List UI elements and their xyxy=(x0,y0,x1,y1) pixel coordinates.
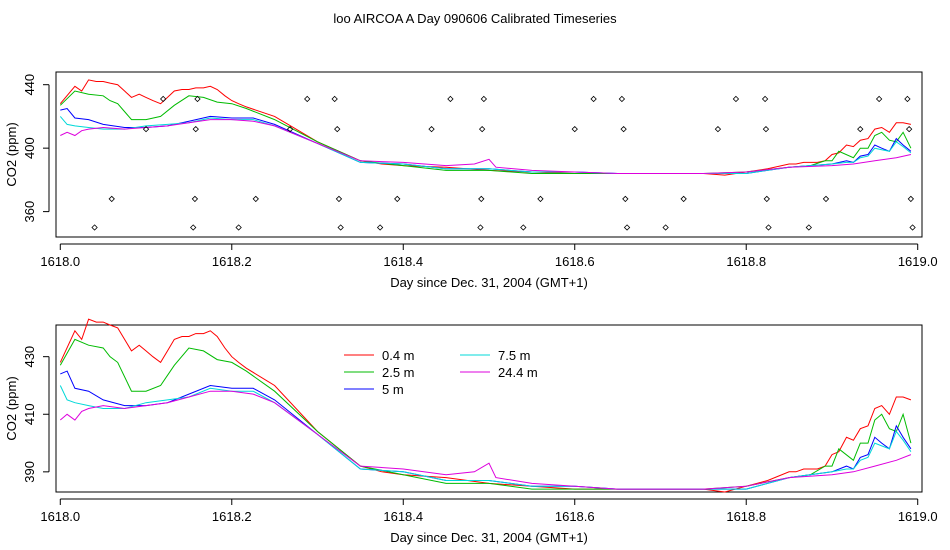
panel-1-x-tick-label: 1619.0 xyxy=(898,254,938,269)
panel-1-diamond-marker xyxy=(904,95,911,103)
panel-1-diamond-marker xyxy=(714,125,722,133)
panel-2-x-axis-title: Day since Dec. 31, 2004 (GMT+1) xyxy=(390,530,588,545)
panel-1-diamond-marker xyxy=(480,95,488,103)
panel-2-legend-label: 5 m xyxy=(382,382,404,397)
panel-1-diamond-marker xyxy=(428,125,435,133)
panel-1-diamond-marker xyxy=(478,195,485,203)
panel-1-plot-frame xyxy=(55,71,923,238)
panel-1-x-tick-label: 1618.8 xyxy=(726,254,766,269)
panel-1-diamond-marker xyxy=(761,95,769,103)
panel-1-x-tick-label: 1618.0 xyxy=(40,254,80,269)
panel-1-diamond-marker xyxy=(732,95,740,103)
panel-1-diamond-marker xyxy=(905,125,913,133)
panel-2-legend-label: 0.4 m xyxy=(382,348,415,363)
panel-2-y-axis-title: CO2 (ppm) xyxy=(4,376,19,440)
panel-2-x-tick-label: 1618.0 xyxy=(40,509,80,524)
panel-1-diamond-marker xyxy=(192,125,199,133)
panel-1-diamond-marker xyxy=(108,195,115,203)
panel-1-diamond-marker xyxy=(142,125,150,133)
panel-1-series-7-5-mm-line xyxy=(59,116,912,174)
panel-2-plot-frame xyxy=(55,324,923,493)
panel-2-legend-label: 2.5 m xyxy=(382,365,415,380)
panel-1-diamond-marker xyxy=(331,95,338,103)
panel-1-diamond-marker xyxy=(623,224,631,231)
panel-2-x-tick-label: 1619.0 xyxy=(898,509,938,524)
panel-1-series-0-4-mm-line xyxy=(59,79,912,176)
panel-1-diamond-marker xyxy=(875,95,883,103)
panel-1-y-tick-label: 360 xyxy=(22,201,37,223)
panel-1-x-tick-label: 1618.2 xyxy=(212,254,252,269)
panel-2-x-tick-label: 1618.4 xyxy=(383,509,423,524)
panel-2-legend-label: 24.4 m xyxy=(498,365,538,380)
panel-1-diamond-marker xyxy=(909,224,916,231)
panel-1-diamond-marker xyxy=(537,195,544,203)
panel-1-diamond-marker xyxy=(91,224,98,231)
panel-1-diamond-marker xyxy=(520,224,527,231)
panel-1-series-2-5-mm-line xyxy=(59,90,912,174)
panel-1-diamond-marker xyxy=(235,224,242,231)
panel-2-series-5-mm-line xyxy=(60,370,912,490)
panel-2-series-24-4-mm-line xyxy=(59,390,912,490)
panel-1-diamond-marker xyxy=(477,224,484,231)
panel-1-diamond-marker xyxy=(394,195,401,203)
panel-2-series-2-5-mm-line xyxy=(59,338,912,490)
panel-1-diamond-marker xyxy=(376,224,384,231)
panel-2-y-tick-label: 430 xyxy=(22,346,37,368)
panel-1-diamond-marker xyxy=(337,224,344,231)
panel-1-x-axis-title: Day since Dec. 31, 2004 (GMT+1) xyxy=(390,275,588,290)
panel-1-y-tick-label: 400 xyxy=(22,137,37,159)
panel-1-diamond-marker xyxy=(822,195,830,203)
panel-1-diamond-marker xyxy=(763,195,770,203)
panel-1-diamond-marker xyxy=(618,95,626,103)
panel-2-y-tick-label: 410 xyxy=(22,403,37,425)
panel-1-diamond-marker xyxy=(590,95,597,103)
panel-1-x-tick-label: 1618.6 xyxy=(555,254,595,269)
panel-1-series-24-4-mm-line xyxy=(60,119,912,174)
panel-1-y-tick-label: 440 xyxy=(22,74,37,96)
panel-1-diamond-marker xyxy=(762,125,770,133)
panel-1-diamond-marker xyxy=(680,195,687,203)
panel-1-diamond-marker xyxy=(765,224,772,231)
panel-1-diamond-marker xyxy=(857,125,864,133)
panel-1-diamond-marker xyxy=(334,125,341,133)
panel-1-diamond-marker xyxy=(194,95,201,103)
panel-1-diamond-marker xyxy=(304,95,311,103)
panel-1-diamond-marker xyxy=(805,224,812,231)
panel-2-x-tick-label: 1618.2 xyxy=(212,509,252,524)
panel-2-y-tick-label: 390 xyxy=(22,461,37,483)
panel-1-diamond-marker xyxy=(190,224,197,231)
panel-2-x-tick-label: 1618.6 xyxy=(555,509,595,524)
panel-1-y-axis-title: CO2 (ppm) xyxy=(4,122,19,186)
panel-1-diamond-marker xyxy=(620,125,627,133)
panel-1-diamond-marker xyxy=(160,95,167,103)
panel-1-diamond-marker xyxy=(571,125,578,133)
panel-1-diamond-marker xyxy=(662,224,669,231)
panel-1-diamond-marker xyxy=(335,195,343,203)
panel-1-diamond-marker xyxy=(622,195,629,203)
panel-2-series-0-4-mm-line xyxy=(59,318,912,493)
panel-2-series-7-5-mm-line xyxy=(59,385,912,490)
panel-1-diamond-marker xyxy=(447,95,454,103)
panel-1-diamond-marker xyxy=(191,195,199,203)
panel-1-diamond-marker xyxy=(907,195,915,203)
panel-1-diamond-marker xyxy=(252,195,259,203)
panel-1-diamond-marker xyxy=(478,125,486,133)
chart-title: loo AIRCOA A Day 090606 Calibrated Times… xyxy=(333,11,617,26)
panel-1-diamond-marker xyxy=(286,125,294,133)
panel-2-legend-label: 7.5 m xyxy=(498,348,531,363)
panel-1-x-tick-label: 1618.4 xyxy=(383,254,423,269)
panel-2-x-tick-label: 1618.8 xyxy=(726,509,766,524)
panel-1-series-5-mm-line xyxy=(60,107,912,174)
